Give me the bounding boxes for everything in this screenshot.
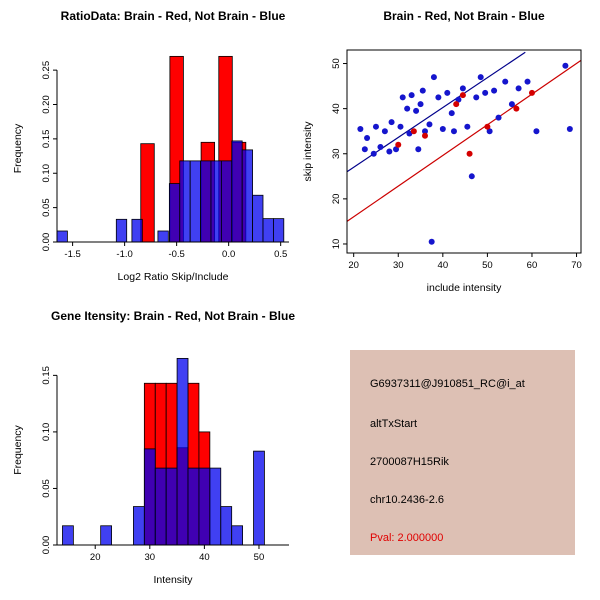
ratio-histogram-title: RatioData: Brain - Red, Not Brain - Blue — [60, 9, 286, 23]
svg-text:0.00: 0.00 — [41, 536, 52, 555]
svg-text:30: 30 — [331, 148, 342, 159]
panel-gene-intensity-histogram: Gene Itensity: Brain - Red, Not Brain - … — [0, 300, 300, 600]
svg-text:60: 60 — [527, 260, 538, 271]
svg-text:Log2 Ratio Skip/Include: Log2 Ratio Skip/Include — [118, 271, 229, 283]
info-locus: chr10.2436-2.6 — [370, 494, 444, 506]
info-event-type: altTxStart — [370, 418, 418, 430]
ratio-histogram-plot: -1.5 -1.0 -0.5 0.0 0.5 0.00 0.05 0.10 0.15 0.20 0.… — [12, 55, 289, 283]
panel-ratio-histogram: RatioData: Brain - Red, Not Brain - Blue… — [0, 0, 300, 300]
svg-text:-0.5: -0.5 — [168, 249, 184, 260]
svg-text:40: 40 — [438, 260, 449, 271]
svg-text:0.15: 0.15 — [41, 366, 52, 385]
svg-text:0.10: 0.10 — [41, 164, 52, 183]
svg-text:Frequency: Frequency — [12, 123, 24, 173]
svg-text:20: 20 — [90, 552, 101, 563]
info-gene-symbol: 2700087H15Rik — [370, 456, 449, 468]
svg-text:20: 20 — [348, 260, 359, 271]
gene-info-box: G6937311@J910851_RC@i_at altTxStart 2700… — [350, 350, 575, 555]
svg-text:20: 20 — [331, 194, 342, 205]
svg-text:Frequency: Frequency — [12, 424, 24, 474]
info-pval: Pval: 2.000000 — [370, 532, 444, 544]
svg-text:40: 40 — [331, 103, 342, 114]
svg-text:40: 40 — [199, 552, 210, 563]
svg-text:0.00: 0.00 — [41, 233, 52, 252]
svg-text:10: 10 — [331, 239, 342, 250]
svg-text:0.05: 0.05 — [41, 479, 52, 498]
svg-text:0.5: 0.5 — [274, 249, 287, 260]
svg-text:50: 50 — [254, 552, 265, 563]
intensity-scatter-plot: 20 30 40 50 60 70 10 20 30 40 50 include intensity s… — [302, 49, 582, 294]
panel-intensity-scatter: Brain - Red, Not Brain - Blue 20 30 40 50 60… — [300, 0, 600, 300]
svg-text:30: 30 — [393, 260, 404, 271]
svg-text:0.15: 0.15 — [41, 130, 52, 149]
svg-text:0.0: 0.0 — [222, 249, 235, 260]
svg-text:Intensity: Intensity — [153, 574, 193, 586]
svg-text:skip intensity: skip intensity — [302, 121, 314, 182]
svg-text:30: 30 — [145, 552, 156, 563]
svg-text:0.10: 0.10 — [41, 423, 52, 442]
svg-text:50: 50 — [482, 260, 493, 271]
gene-intensity-title: Gene Itensity: Brain - Red, Not Brain - … — [50, 309, 296, 323]
panel-gene-info: G6937311@J910851_RC@i_at altTxStart 2700… — [300, 300, 600, 600]
svg-text:include intensity: include intensity — [427, 282, 502, 294]
info-probe-id: G6937311@J910851_RC@i_at — [370, 378, 525, 390]
gene-intensity-histogram-plot: 20 30 40 50 0.00 0.05 0.10 0.15 Intensity Frequen… — [12, 357, 289, 586]
svg-text:0.05: 0.05 — [41, 198, 52, 217]
scatter-title: Brain - Red, Not Brain - Blue — [383, 9, 545, 23]
svg-text:70: 70 — [571, 260, 582, 271]
svg-text:0.25: 0.25 — [41, 61, 52, 80]
svg-text:-1.5: -1.5 — [64, 249, 80, 260]
svg-text:50: 50 — [331, 58, 342, 69]
svg-text:0.20: 0.20 — [41, 95, 52, 114]
svg-text:-1.0: -1.0 — [116, 249, 132, 260]
